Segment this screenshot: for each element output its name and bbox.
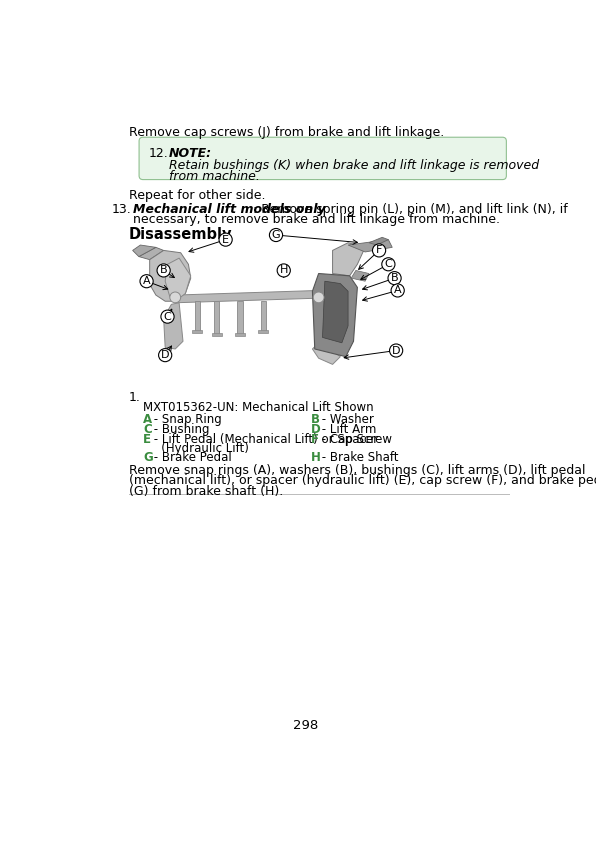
Text: C: C — [384, 259, 392, 269]
Text: - Washer: - Washer — [318, 413, 374, 426]
Circle shape — [161, 310, 174, 323]
Circle shape — [269, 228, 283, 242]
Text: 12.: 12. — [149, 147, 169, 160]
FancyBboxPatch shape — [139, 137, 507, 179]
Polygon shape — [312, 343, 340, 365]
Text: - Brake Pedal: - Brake Pedal — [150, 451, 232, 465]
Text: E: E — [143, 433, 151, 446]
Text: - Lift Arm: - Lift Arm — [318, 423, 376, 436]
Text: E: E — [222, 235, 229, 245]
Bar — [195, 301, 200, 331]
Bar — [260, 301, 266, 331]
Text: - Lift Pedal (Mechanical Lift) or Spacer: - Lift Pedal (Mechanical Lift) or Spacer — [150, 433, 378, 446]
Text: A: A — [143, 413, 152, 426]
Polygon shape — [133, 245, 156, 257]
Text: - Bushing: - Bushing — [150, 423, 209, 436]
Text: H: H — [280, 265, 288, 275]
Text: (G) from brake shaft (H).: (G) from brake shaft (H). — [129, 484, 283, 498]
Polygon shape — [312, 274, 358, 357]
Text: B: B — [160, 265, 167, 275]
Circle shape — [382, 258, 395, 271]
Text: D: D — [311, 423, 321, 436]
Polygon shape — [322, 281, 348, 343]
Text: - Snap Ring: - Snap Ring — [150, 413, 222, 426]
Polygon shape — [165, 258, 191, 301]
Text: (Hydraulic Lift): (Hydraulic Lift) — [150, 442, 249, 456]
Text: B: B — [391, 273, 398, 283]
Circle shape — [277, 264, 290, 277]
Polygon shape — [351, 270, 369, 281]
Text: B: B — [311, 413, 320, 426]
Bar — [258, 330, 268, 333]
Bar — [237, 301, 243, 333]
Text: G: G — [143, 451, 153, 465]
Circle shape — [388, 272, 401, 285]
Circle shape — [313, 292, 324, 303]
Circle shape — [219, 233, 232, 246]
Polygon shape — [139, 248, 164, 259]
Text: 298: 298 — [293, 719, 318, 733]
Polygon shape — [175, 290, 319, 303]
Circle shape — [159, 349, 172, 362]
Bar — [235, 333, 245, 336]
Text: D: D — [392, 345, 401, 355]
Text: Retain bushings (K) when brake and lift linkage is removed: Retain bushings (K) when brake and lift … — [169, 159, 539, 172]
Text: : Remove spring pin (L), pin (M), and lift link (N), if: : Remove spring pin (L), pin (M), and li… — [249, 203, 568, 216]
Polygon shape — [348, 240, 392, 252]
Text: A: A — [143, 276, 150, 286]
Text: MXT015362-UN: Mechanical Lift Shown: MXT015362-UN: Mechanical Lift Shown — [143, 402, 374, 414]
Text: Mechanical lift models only: Mechanical lift models only — [133, 203, 325, 216]
Text: H: H — [311, 451, 321, 465]
Polygon shape — [164, 303, 183, 349]
Text: NOTE:: NOTE: — [169, 147, 212, 160]
Circle shape — [390, 344, 403, 357]
Circle shape — [157, 264, 170, 277]
Text: - Cap Screw: - Cap Screw — [318, 433, 392, 446]
Text: - Brake Shaft: - Brake Shaft — [318, 451, 398, 465]
Text: D: D — [161, 350, 169, 360]
Polygon shape — [333, 242, 365, 276]
Text: from machine.: from machine. — [169, 169, 259, 183]
Text: C: C — [164, 312, 172, 322]
Circle shape — [391, 284, 404, 297]
Text: Remove snap rings (A), washers (B), bushings (C), lift arms (D), lift pedal: Remove snap rings (A), washers (B), bush… — [129, 465, 585, 477]
Text: C: C — [143, 423, 152, 436]
Bar — [212, 333, 222, 336]
Text: A: A — [394, 285, 402, 296]
Text: 13.: 13. — [112, 203, 132, 216]
Polygon shape — [150, 250, 191, 301]
Circle shape — [170, 292, 181, 303]
Polygon shape — [369, 237, 389, 245]
Bar — [193, 330, 203, 333]
Circle shape — [140, 274, 153, 288]
Text: Repeat for other side.: Repeat for other side. — [129, 189, 265, 202]
Text: F: F — [376, 245, 382, 255]
Text: (mechanical lift), or spacer (hydraulic lift) (E), cap screw (F), and brake peda: (mechanical lift), or spacer (hydraulic … — [129, 475, 596, 488]
Text: Disassembly: Disassembly — [129, 227, 232, 242]
Text: G: G — [272, 230, 280, 240]
Text: Remove cap screws (J) from brake and lift linkage.: Remove cap screws (J) from brake and lif… — [129, 125, 444, 139]
Bar — [214, 301, 219, 333]
Text: 1.: 1. — [129, 391, 141, 403]
Text: necessary, to remove brake and lift linkage from machine.: necessary, to remove brake and lift link… — [133, 214, 500, 226]
Circle shape — [372, 244, 386, 257]
Text: F: F — [311, 433, 319, 446]
